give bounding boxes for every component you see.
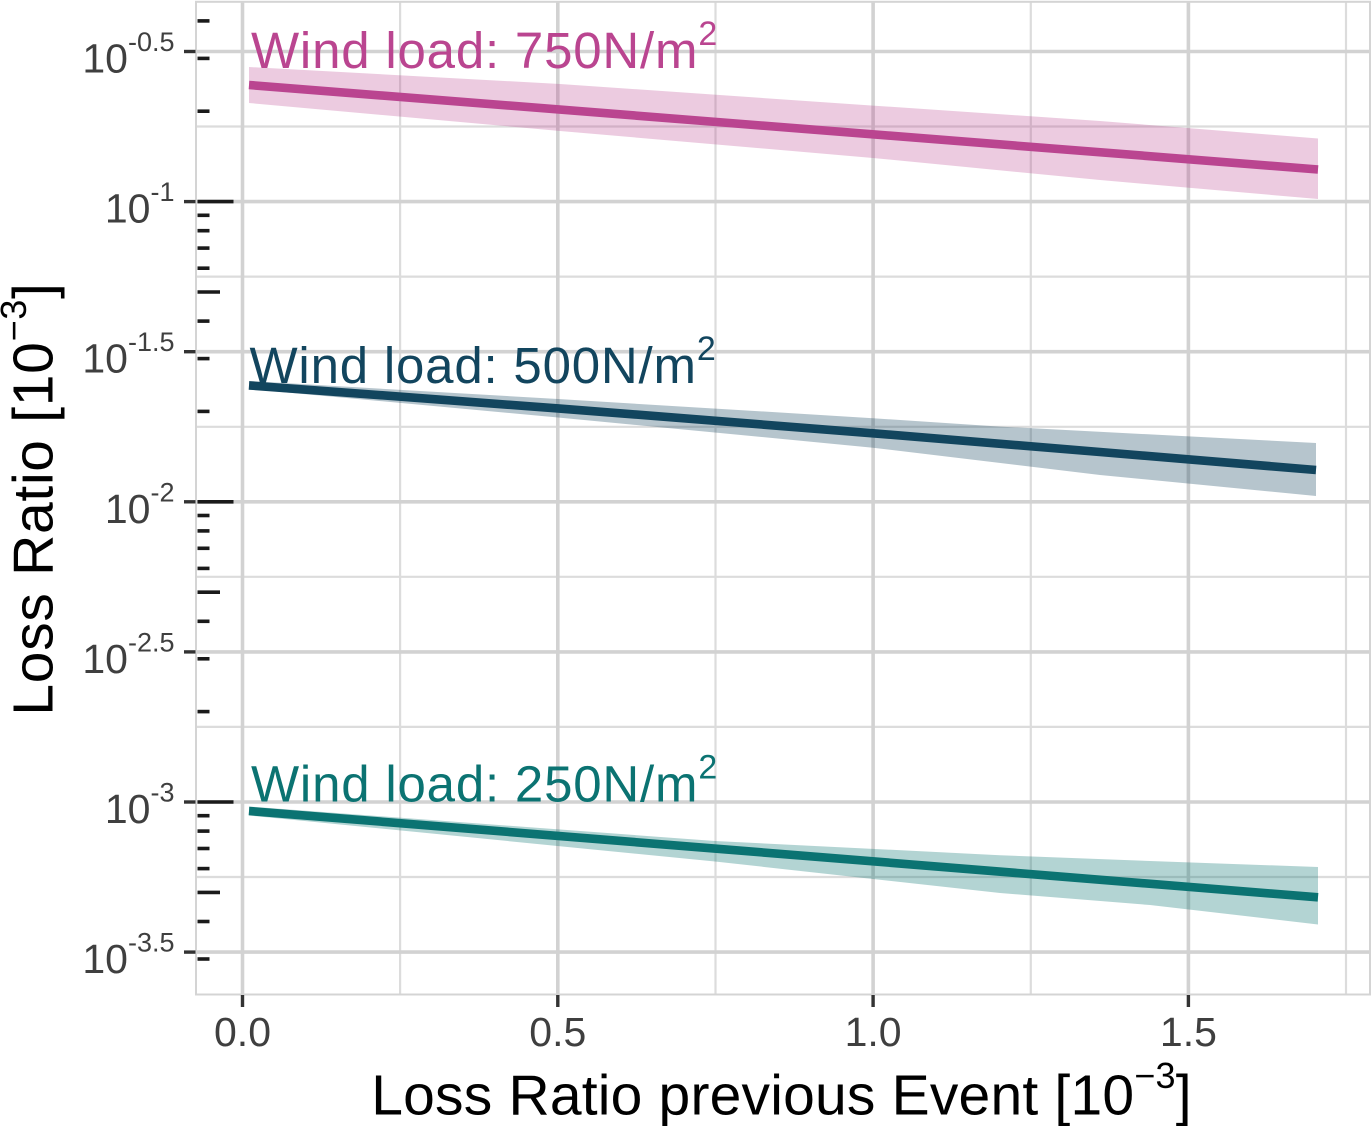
svg-text:Wind load: 500N/m2: Wind load: 500N/m2 [250, 330, 716, 394]
svg-text:1.0: 1.0 [845, 1009, 902, 1055]
svg-text:Loss Ratio previous Event [10−: Loss Ratio previous Event [10−3] [371, 1055, 1192, 1126]
svg-text:Wind load: 750N/m2: Wind load: 750N/m2 [251, 15, 717, 79]
svg-text:0.0: 0.0 [214, 1009, 271, 1055]
svg-text:0.5: 0.5 [529, 1009, 586, 1055]
svg-text:Loss Ratio [10−3]: Loss Ratio [10−3] [0, 282, 66, 715]
svg-text:Wind load: 250N/m2: Wind load: 250N/m2 [251, 749, 717, 813]
svg-text:1.5: 1.5 [1160, 1009, 1217, 1055]
